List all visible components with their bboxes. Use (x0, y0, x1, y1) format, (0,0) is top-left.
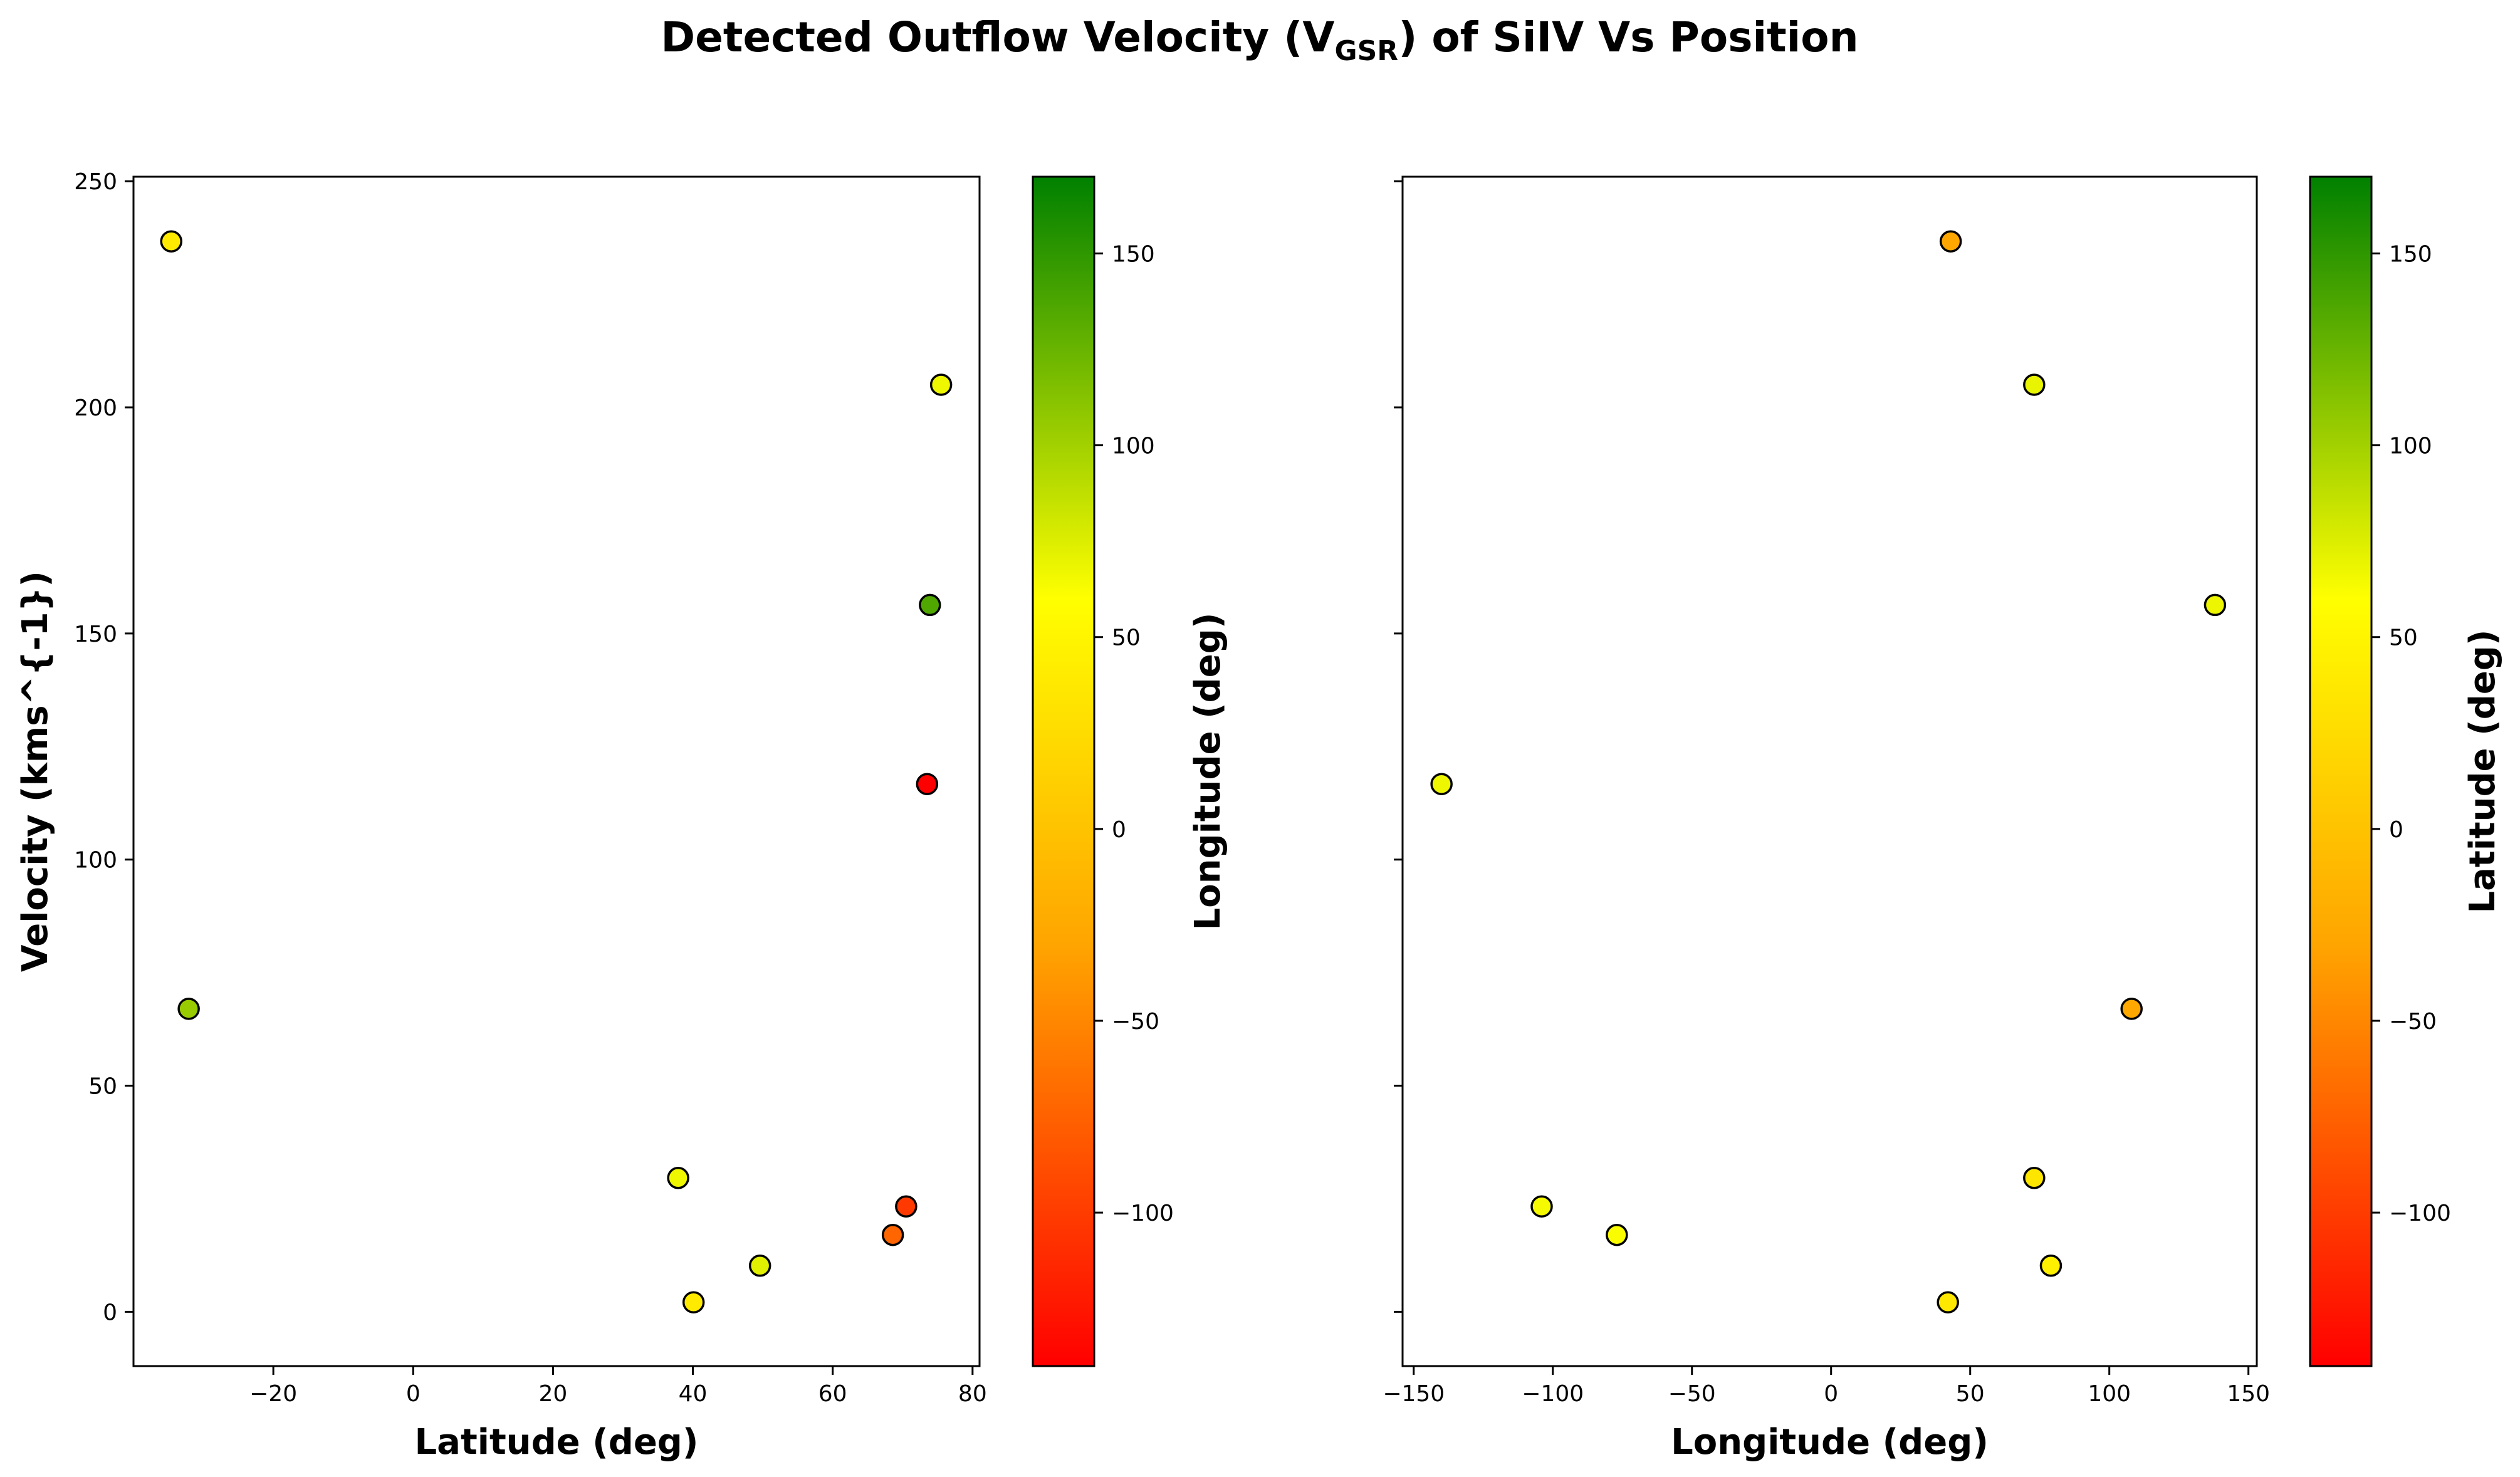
data-point (160, 230, 182, 253)
data-point (916, 773, 939, 795)
colorbar-tick-label: 150 (2389, 241, 2432, 267)
axes-frame (1401, 175, 2258, 1367)
colorbar-tick-label: 100 (1112, 434, 1155, 459)
x-axis-label: Latitude (deg) (415, 1422, 699, 1463)
data-point (1430, 773, 1453, 795)
data-point (1606, 1223, 1628, 1246)
figure-title-suffix: ) of SiIV Vs Position (1398, 13, 1858, 61)
colorbar (1032, 175, 1095, 1367)
x-tick-label: 50 (1956, 1381, 1985, 1407)
y-tick-label: 0 (103, 1300, 117, 1325)
data-point (929, 373, 953, 396)
x-tick-label: 0 (1824, 1381, 1838, 1407)
colorbar-tick-label: −100 (1112, 1201, 1174, 1226)
colorbar-tick-label: 0 (1112, 817, 1126, 843)
y-axis-label: Velocity (kms^{-1}) (15, 571, 56, 972)
colorbar-tick-label: −50 (2389, 1009, 2437, 1035)
x-tick-label: 0 (406, 1381, 421, 1407)
colorbar-tick-label: 50 (2389, 625, 2418, 651)
data-point (177, 998, 200, 1020)
x-tick-label: 100 (2088, 1381, 2131, 1407)
data-point (682, 1291, 705, 1313)
colorbar-tick-label: 50 (1112, 625, 1141, 651)
x-tick-label: −150 (1383, 1381, 1445, 1407)
colorbar-tick-label: 0 (2389, 817, 2403, 843)
data-point (2039, 1255, 2063, 1277)
data-point (2120, 998, 2143, 1020)
y-tick-label: 100 (74, 848, 117, 874)
x-tick-label: −20 (249, 1381, 297, 1407)
colorbar-label: Latitude (deg) (2462, 630, 2503, 914)
x-tick-label: −100 (1522, 1381, 1584, 1407)
x-tick-label: 150 (2227, 1381, 2270, 1407)
data-point (1939, 230, 1962, 253)
y-tick-label: 150 (74, 622, 117, 647)
longitude-velocity-panel: −150 −100 −50 0 50 100 150 Longitude (deg) −100 −… (1383, 175, 2503, 1463)
colorbar-tick-label: 100 (2389, 434, 2432, 459)
y-tick-label: 250 (74, 169, 117, 195)
colorbar-tick-label: −50 (1112, 1009, 1159, 1035)
x-axis-label: Longitude (deg) (1671, 1422, 1989, 1463)
data-point (1937, 1291, 1959, 1313)
data-point (1530, 1195, 1553, 1218)
x-tick-label: 60 (818, 1381, 847, 1407)
data-point (2023, 1167, 2046, 1189)
data-point (919, 593, 941, 617)
colorbar-tick-label: 150 (1112, 241, 1155, 267)
x-tick-label: 20 (539, 1381, 568, 1407)
figure-title-prefix: Detected Outflow Velocity (V (661, 13, 1334, 61)
data-point (2204, 593, 2227, 617)
axes-frame (132, 175, 981, 1367)
latitude-velocity-panel: −20 0 20 40 60 80 0 50 100 150 200 250 Latitude (deg… (15, 169, 1228, 1463)
y-tick-label: 200 (74, 395, 117, 421)
colorbar-tick-label: −100 (2389, 1201, 2451, 1226)
data-point (667, 1167, 689, 1189)
data-point (881, 1223, 904, 1246)
data-point (748, 1255, 771, 1277)
data-point (2023, 373, 2046, 396)
y-tick-label: 50 (88, 1074, 117, 1100)
x-tick-label: 80 (958, 1381, 987, 1407)
x-tick-label: −50 (1668, 1381, 1716, 1407)
figure-title-subscript: GSR (1335, 35, 1399, 67)
x-tick-label: 40 (679, 1381, 708, 1407)
data-point (895, 1195, 918, 1218)
figure-title: Detected Outflow Velocity (VGSR) of SiIV… (661, 13, 1858, 67)
colorbar-label: Longitude (deg) (1188, 613, 1228, 931)
colorbar (2309, 175, 2373, 1367)
